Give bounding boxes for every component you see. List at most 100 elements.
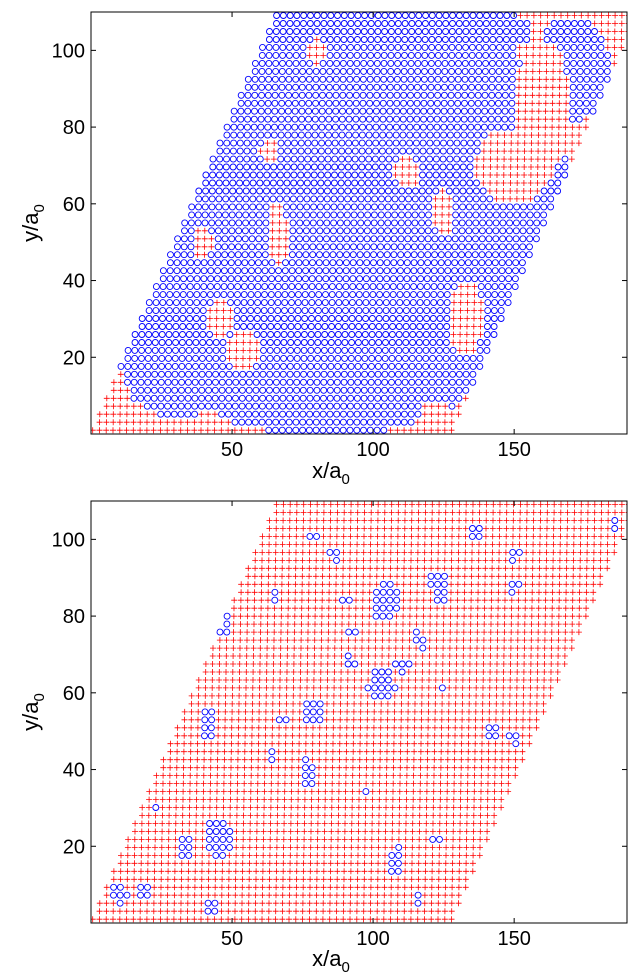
cluster-point bbox=[335, 307, 343, 315]
background-point bbox=[290, 669, 297, 675]
background-point bbox=[327, 900, 333, 907]
cluster-point bbox=[448, 67, 456, 75]
cluster-point bbox=[404, 251, 411, 259]
cluster-point bbox=[297, 163, 305, 171]
background-point bbox=[248, 748, 255, 755]
cluster-point bbox=[222, 163, 230, 171]
background-point bbox=[377, 740, 384, 747]
background-point bbox=[181, 732, 188, 739]
background-point bbox=[306, 892, 313, 899]
cluster-point bbox=[346, 402, 354, 410]
cluster-point bbox=[526, 227, 534, 235]
background-point bbox=[214, 748, 221, 755]
background-point bbox=[348, 820, 355, 827]
background-point bbox=[338, 669, 345, 675]
background-point bbox=[188, 732, 194, 739]
background-point bbox=[222, 692, 229, 699]
cluster-point bbox=[358, 163, 366, 171]
cluster-point bbox=[207, 259, 215, 267]
cluster-point bbox=[509, 43, 517, 51]
cluster-point bbox=[230, 139, 238, 147]
cluster-point bbox=[365, 139, 373, 147]
background-point bbox=[506, 708, 513, 715]
background-point bbox=[239, 900, 245, 907]
cluster-point bbox=[371, 179, 379, 187]
background-point bbox=[303, 692, 310, 699]
background-point bbox=[152, 820, 159, 827]
background-point bbox=[345, 637, 352, 644]
cluster-point bbox=[385, 179, 392, 187]
cluster-point bbox=[366, 107, 374, 115]
background-point bbox=[344, 669, 351, 675]
cluster-point bbox=[380, 426, 388, 434]
cluster-point bbox=[420, 91, 428, 99]
cluster-point bbox=[274, 299, 282, 307]
cluster-point bbox=[478, 267, 486, 275]
cluster-point bbox=[533, 211, 541, 219]
background-point bbox=[411, 708, 418, 715]
cluster-point bbox=[414, 891, 422, 899]
background-point bbox=[604, 36, 611, 43]
background-point bbox=[423, 820, 430, 827]
cluster-point bbox=[441, 75, 449, 83]
background-point bbox=[519, 756, 526, 763]
cluster-point bbox=[502, 59, 510, 67]
background-point bbox=[137, 419, 144, 426]
background-point bbox=[213, 804, 220, 811]
background-point bbox=[297, 653, 304, 659]
background-point bbox=[370, 756, 377, 763]
background-point bbox=[382, 844, 389, 851]
background-point bbox=[264, 621, 271, 628]
background-point bbox=[520, 708, 527, 715]
background-point bbox=[438, 227, 445, 234]
cluster-point bbox=[116, 899, 124, 907]
cluster-point bbox=[380, 51, 388, 59]
background-point bbox=[501, 621, 508, 628]
cluster-point bbox=[399, 147, 407, 155]
cluster-point bbox=[187, 227, 195, 235]
cluster-point bbox=[251, 418, 259, 426]
cluster-point bbox=[371, 676, 379, 684]
cluster-point bbox=[350, 235, 358, 243]
cluster-point bbox=[267, 307, 275, 315]
cluster-point bbox=[554, 187, 562, 195]
cluster-point bbox=[376, 291, 384, 299]
background-point bbox=[401, 900, 408, 907]
background-point bbox=[563, 76, 570, 83]
cluster-point bbox=[370, 219, 378, 227]
background-point bbox=[151, 852, 158, 859]
cluster-point bbox=[366, 426, 374, 434]
cluster-point bbox=[576, 83, 584, 91]
cluster-point bbox=[253, 331, 261, 338]
background-point bbox=[403, 804, 410, 811]
background-point bbox=[315, 788, 322, 795]
background-point bbox=[354, 868, 361, 875]
cluster-point bbox=[316, 211, 324, 219]
background-point bbox=[325, 613, 332, 620]
background-point bbox=[297, 677, 304, 683]
cluster-point bbox=[284, 131, 292, 139]
cluster-point bbox=[380, 410, 388, 418]
cluster-point bbox=[207, 251, 215, 259]
background-point bbox=[562, 621, 569, 628]
cluster-point bbox=[353, 402, 361, 410]
cluster-point bbox=[411, 195, 419, 203]
cluster-point bbox=[279, 410, 287, 418]
cluster-point bbox=[333, 386, 341, 394]
cluster-point bbox=[326, 402, 334, 410]
cluster-point bbox=[298, 99, 306, 107]
cluster-point bbox=[418, 219, 426, 227]
background-point bbox=[612, 12, 619, 19]
background-point bbox=[103, 427, 110, 434]
background-point bbox=[421, 419, 428, 426]
background-point bbox=[487, 629, 494, 636]
background-point bbox=[337, 724, 344, 731]
cluster-point bbox=[360, 51, 368, 59]
background-point bbox=[266, 892, 273, 899]
background-point bbox=[466, 661, 473, 667]
background-point bbox=[347, 900, 354, 907]
cluster-point bbox=[180, 251, 188, 259]
background-point bbox=[429, 852, 436, 859]
cluster-point bbox=[284, 107, 292, 115]
cluster-point bbox=[330, 187, 338, 195]
